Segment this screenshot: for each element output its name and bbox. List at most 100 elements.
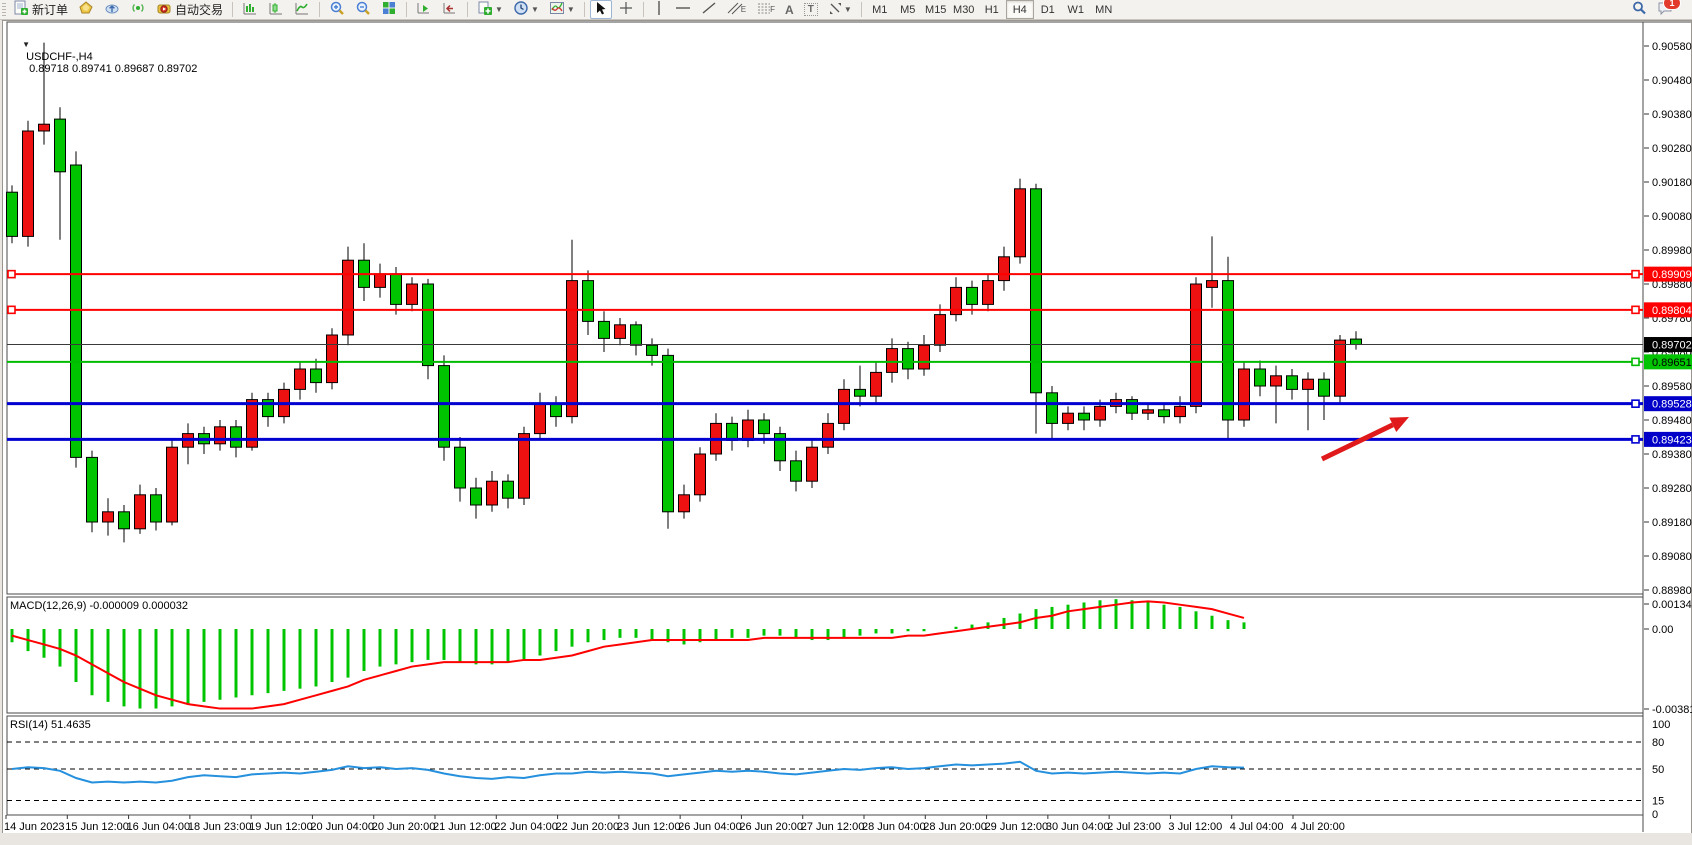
bar-chart-mode-button[interactable] (238, 0, 262, 19)
publisher-button[interactable] (100, 0, 124, 19)
periods-button[interactable]: ▼ (509, 0, 543, 19)
gold-nugget-icon (78, 0, 94, 19)
candle-body (118, 511, 130, 530)
timeframe-d1-button[interactable]: D1 (1040, 3, 1055, 16)
candle-body (22, 130, 34, 237)
toolbar-grip[interactable] (2, 2, 6, 17)
line-anchor-marker[interactable] (1631, 399, 1640, 408)
trend-arrow-head[interactable] (1389, 417, 1409, 433)
candle-body (806, 446, 818, 482)
candle-body (774, 433, 786, 462)
time-axis-label: 14 Jun 2023 (4, 821, 65, 833)
price-tick-label: 0.89280 (1652, 483, 1692, 495)
candle-body (566, 280, 578, 418)
fibonacci-tool-button[interactable]: F (752, 0, 779, 19)
chart-symbol-period: USDCHF-,H4 (26, 51, 93, 63)
line-anchor-marker[interactable] (1631, 357, 1640, 367)
chart-collapse-icon[interactable]: ▼ (22, 40, 31, 49)
timeframe-m5-button[interactable]: M5 (900, 3, 916, 16)
auto-scroll-button[interactable] (412, 0, 436, 19)
new-order-icon (13, 0, 29, 19)
chart-shift-button[interactable] (438, 0, 462, 19)
timeframe-mn-button[interactable]: MN (1095, 3, 1113, 16)
candlestick-mode-button[interactable] (264, 0, 288, 19)
text-label-tool-button[interactable]: T (800, 0, 822, 19)
price-level-label: 0.89651 (1652, 357, 1692, 369)
candle-body (614, 324, 626, 339)
rsi-tick-label: 100 (1652, 719, 1670, 731)
new-chart-button[interactable]: ▼ (473, 0, 507, 19)
line-chart-mode-button[interactable] (290, 0, 314, 19)
zoom-in-button[interactable] (325, 0, 349, 19)
signals-button[interactable] (126, 0, 150, 19)
price-level-label: 0.89702 (1652, 340, 1692, 352)
timeframe-h4-button[interactable]: H4 (1005, 0, 1034, 19)
auto-trading-icon (156, 0, 172, 19)
time-axis-label: 28 Jun 04:00 (862, 821, 926, 833)
macd-tick-label: 0.00 (1652, 624, 1673, 636)
timeframe-m30-button[interactable]: M30 (953, 3, 975, 16)
crosshair-tool-button[interactable] (614, 0, 638, 19)
macd-signal-line (11, 600, 1245, 710)
arrows-tool-button[interactable]: ▼ (824, 0, 856, 19)
line-anchor-marker[interactable] (1631, 305, 1640, 315)
toolbar-separator (860, 2, 862, 17)
candle-body (70, 164, 82, 458)
zoom-out-button[interactable] (351, 0, 375, 19)
candle-body (246, 399, 258, 448)
price-tick-label: 0.90480 (1652, 75, 1692, 87)
price-tick-label: 0.90380 (1652, 109, 1692, 121)
candlestick-icon (268, 0, 284, 19)
price-tick-label: 0.89380 (1652, 449, 1692, 461)
tile-windows-button[interactable] (377, 0, 401, 19)
horizontal-line-tool-button[interactable] (671, 0, 695, 19)
time-axis-label: 22 Jun 20:00 (556, 821, 620, 833)
price-tick-label: 0.89180 (1652, 517, 1692, 529)
chat-button[interactable]: 1 (1653, 0, 1681, 19)
auto-trading-button[interactable]: 自动交易 (152, 0, 227, 19)
equidistant-channel-tool-button[interactable]: E (723, 0, 750, 19)
timeframe-m15-button[interactable]: M15 (925, 3, 947, 16)
rsi-pane (6, 715, 1644, 816)
macd-pane (6, 596, 1644, 714)
price-tick-label: 0.89480 (1652, 415, 1692, 427)
clock-icon (513, 0, 529, 19)
trend-arrow-shaft[interactable] (1320, 422, 1394, 462)
price-tick-label: 0.90080 (1652, 211, 1692, 223)
candle-body (1254, 368, 1266, 387)
candle-body (982, 280, 994, 305)
chevron-down-icon: ▼ (843, 5, 852, 14)
candle-body (1046, 392, 1058, 424)
timeframe-m1-button[interactable]: M1 (872, 3, 888, 16)
cursor-tool-button[interactable] (589, 0, 612, 19)
timeframe-h1-button[interactable]: H1 (984, 3, 999, 16)
line-anchor-marker[interactable] (7, 305, 16, 315)
search-button[interactable] (1627, 0, 1651, 19)
new-order-button[interactable]: 新订单 (9, 0, 72, 19)
rsi-indicator-label: RSI(14) 51.4635 (10, 719, 91, 731)
line-anchor-marker[interactable] (1631, 269, 1640, 279)
line-anchor-marker[interactable] (1631, 435, 1640, 444)
candle-body (262, 399, 274, 418)
indicators-button[interactable]: ▼ (545, 0, 579, 19)
candle-body (790, 460, 802, 482)
line-anchor-marker[interactable] (7, 269, 16, 279)
time-axis-label: 19 Jun 12:00 (249, 821, 313, 833)
price-tick-label: 0.89980 (1652, 245, 1692, 257)
candle-body (1302, 378, 1314, 390)
price-level-label: 0.89804 (1652, 305, 1692, 317)
timeframe-w1-button[interactable]: W1 (1067, 3, 1084, 16)
candle-body (822, 422, 834, 448)
price-tick-label: 0.88980 (1652, 585, 1692, 597)
candle-body (630, 324, 642, 346)
auto-scroll-icon (416, 0, 432, 19)
trendline-tool-button[interactable] (697, 0, 721, 19)
tip-of-day-button[interactable] (74, 0, 98, 19)
candle-body (310, 368, 322, 384)
text-tool-button[interactable]: A (781, 0, 798, 19)
price-level-label: 0.89528 (1652, 399, 1692, 411)
price-tick-label: 0.89580 (1652, 381, 1692, 393)
price-tick-label: 0.89080 (1652, 551, 1692, 563)
vertical-line-tool-button[interactable] (649, 0, 669, 19)
